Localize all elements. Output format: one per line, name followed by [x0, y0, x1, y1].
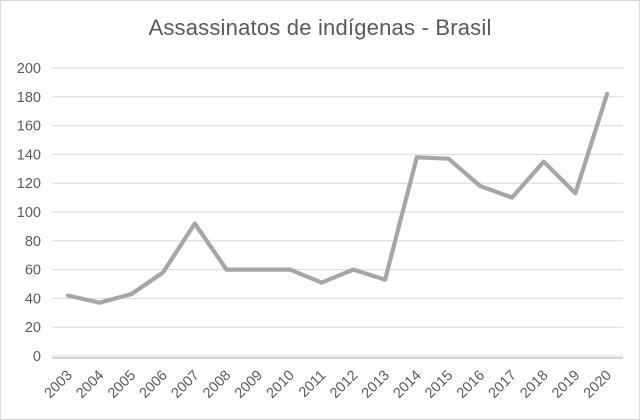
x-tick-label: 2011 [296, 368, 329, 401]
x-tick-label: 2008 [200, 368, 234, 402]
y-tick-label: 20 [25, 320, 41, 336]
x-tick-label: 2010 [264, 368, 298, 402]
x-tick-label: 2004 [73, 368, 107, 402]
y-tick-label: 140 [17, 147, 41, 163]
x-tick-label: 2015 [422, 368, 456, 402]
y-tick-label: 180 [17, 90, 41, 106]
x-tick-label: 2019 [549, 368, 583, 402]
x-tick-label: 2017 [486, 368, 520, 402]
x-tick-label: 2003 [42, 368, 76, 402]
x-tick-label: 2016 [454, 368, 488, 402]
x-tick-label: 2020 [581, 368, 615, 402]
y-tick-label: 120 [17, 176, 41, 192]
y-tick-label: 60 [25, 263, 41, 279]
x-tick-label: 2013 [359, 368, 393, 402]
y-tick-label: 80 [25, 234, 41, 250]
x-tick-label: 2006 [137, 368, 171, 402]
y-tick-label: 0 [33, 349, 41, 365]
x-tick-label: 2018 [517, 368, 551, 402]
x-tick-label: 2007 [168, 368, 202, 402]
x-tick-label: 2012 [327, 368, 361, 402]
y-tick-label: 100 [17, 205, 41, 221]
chart-title: Assassinatos de indígenas - Brasil [148, 15, 492, 40]
y-tick-label: 40 [25, 291, 41, 307]
x-tick-label: 2014 [390, 368, 424, 402]
x-tick-label: 2009 [232, 368, 266, 402]
y-tick-label: 160 [17, 119, 41, 135]
data-line-series [65, 91, 610, 305]
y-tick-label: 200 [17, 61, 41, 77]
x-tick-label: 2005 [105, 368, 139, 402]
